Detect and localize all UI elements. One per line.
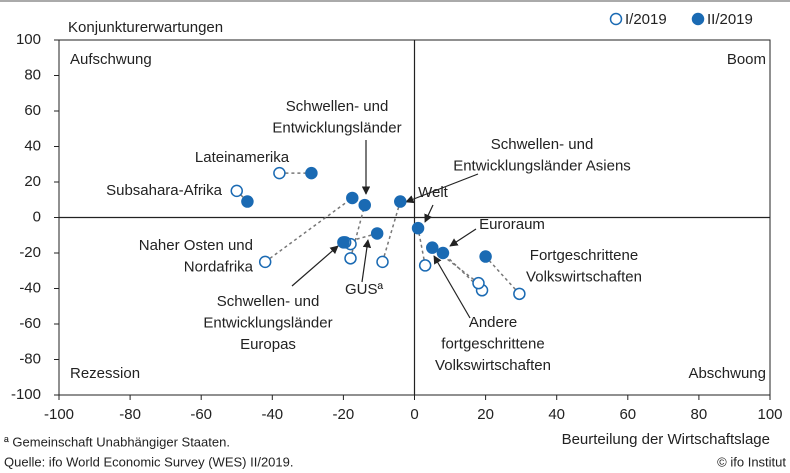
quadrant-label: Boom — [727, 51, 766, 68]
point — [344, 252, 357, 265]
point — [358, 198, 371, 212]
y-tick-label: -40 — [19, 279, 41, 296]
point — [305, 166, 318, 180]
connector — [349, 204, 366, 259]
y-tick-label: -60 — [19, 315, 41, 332]
x-tick-label: 0 — [410, 406, 418, 423]
region-label: Schwellen- und — [286, 98, 389, 115]
quadrant-label: Abschwung — [688, 365, 766, 382]
x-tick-label: 20 — [477, 406, 494, 423]
region-label: Lateinamerika — [195, 149, 290, 166]
connector — [381, 201, 401, 263]
region-label: Schwellen- und — [217, 293, 320, 310]
point — [479, 250, 492, 263]
y-tick-label: 60 — [24, 102, 41, 119]
y-tick-label: -20 — [19, 244, 41, 261]
y-tick-label: 100 — [16, 31, 41, 48]
region-label: Fortgeschrittene — [530, 247, 638, 264]
point — [258, 255, 272, 269]
point — [370, 227, 384, 240]
point — [436, 246, 450, 260]
region-label: Subsahara-Afrika — [106, 182, 223, 199]
point — [472, 276, 485, 290]
y-tick-label: -100 — [11, 386, 41, 403]
quadrant-label: Rezession — [70, 365, 140, 382]
region-label: Volkswirtschaften — [435, 357, 551, 374]
region-label: Welt — [418, 184, 449, 201]
quadrant-label: Aufschwung — [70, 51, 152, 68]
x-tick-label: -60 — [190, 406, 212, 423]
region-label: Schwellen- und — [491, 136, 594, 153]
x-tick-label: -20 — [333, 406, 355, 423]
x-axis-label: Beurteilung der Wirtschaftslage — [562, 431, 770, 448]
y-tick-label: 20 — [24, 173, 41, 190]
region-label: GUSª — [345, 281, 384, 298]
region-label: Volkswirtschaften — [526, 268, 642, 285]
point — [418, 259, 432, 272]
legend-label: I/2019 — [625, 11, 667, 28]
connector — [417, 228, 426, 266]
copyright: © ifo Institut — [717, 454, 786, 469]
region-label: Entwicklungsländer Asiens — [453, 157, 631, 174]
region-label: Andere — [469, 314, 517, 331]
point — [337, 236, 350, 249]
x-tick-label: 60 — [619, 406, 636, 423]
region-label: Nordafrika — [184, 258, 254, 275]
point — [513, 287, 526, 301]
y-axis-label: Konjunkturerwartungen — [68, 19, 223, 36]
region-label: Naher Osten und — [139, 237, 253, 254]
footnote: ª Gemeinschaft Unabhängiger Staaten. — [4, 434, 230, 449]
region-label: Europas — [240, 336, 296, 353]
x-tick-label: 100 — [757, 406, 782, 423]
legend-marker — [609, 12, 623, 26]
point — [241, 195, 254, 208]
source: Quelle: ifo World Economic Survey (WES) … — [4, 454, 293, 469]
region-label: Entwicklungsländer — [203, 314, 332, 331]
legend-marker — [691, 12, 705, 26]
x-tick-label: -80 — [119, 406, 141, 423]
connector — [485, 256, 520, 295]
x-tick-label: -100 — [44, 406, 74, 423]
y-tick-label: 0 — [33, 208, 41, 225]
connector — [264, 197, 353, 263]
point — [273, 166, 286, 180]
point — [411, 221, 425, 235]
point — [394, 195, 407, 208]
point — [230, 184, 243, 198]
x-tick-label: 40 — [548, 406, 565, 423]
region-label: fortgeschrittene — [441, 335, 544, 352]
region-label: Euroraum — [479, 216, 545, 233]
point — [376, 255, 389, 269]
point — [346, 191, 359, 205]
y-tick-label: -80 — [19, 350, 41, 367]
point — [426, 241, 439, 254]
x-tick-label: -40 — [261, 406, 283, 423]
y-tick-label: 40 — [24, 137, 41, 154]
arrows — [291, 140, 479, 319]
y-tick-label: 80 — [24, 66, 41, 83]
legend-label: II/2019 — [707, 11, 753, 28]
x-tick-label: 80 — [691, 406, 708, 423]
region-label: Entwicklungsländer — [272, 119, 401, 136]
